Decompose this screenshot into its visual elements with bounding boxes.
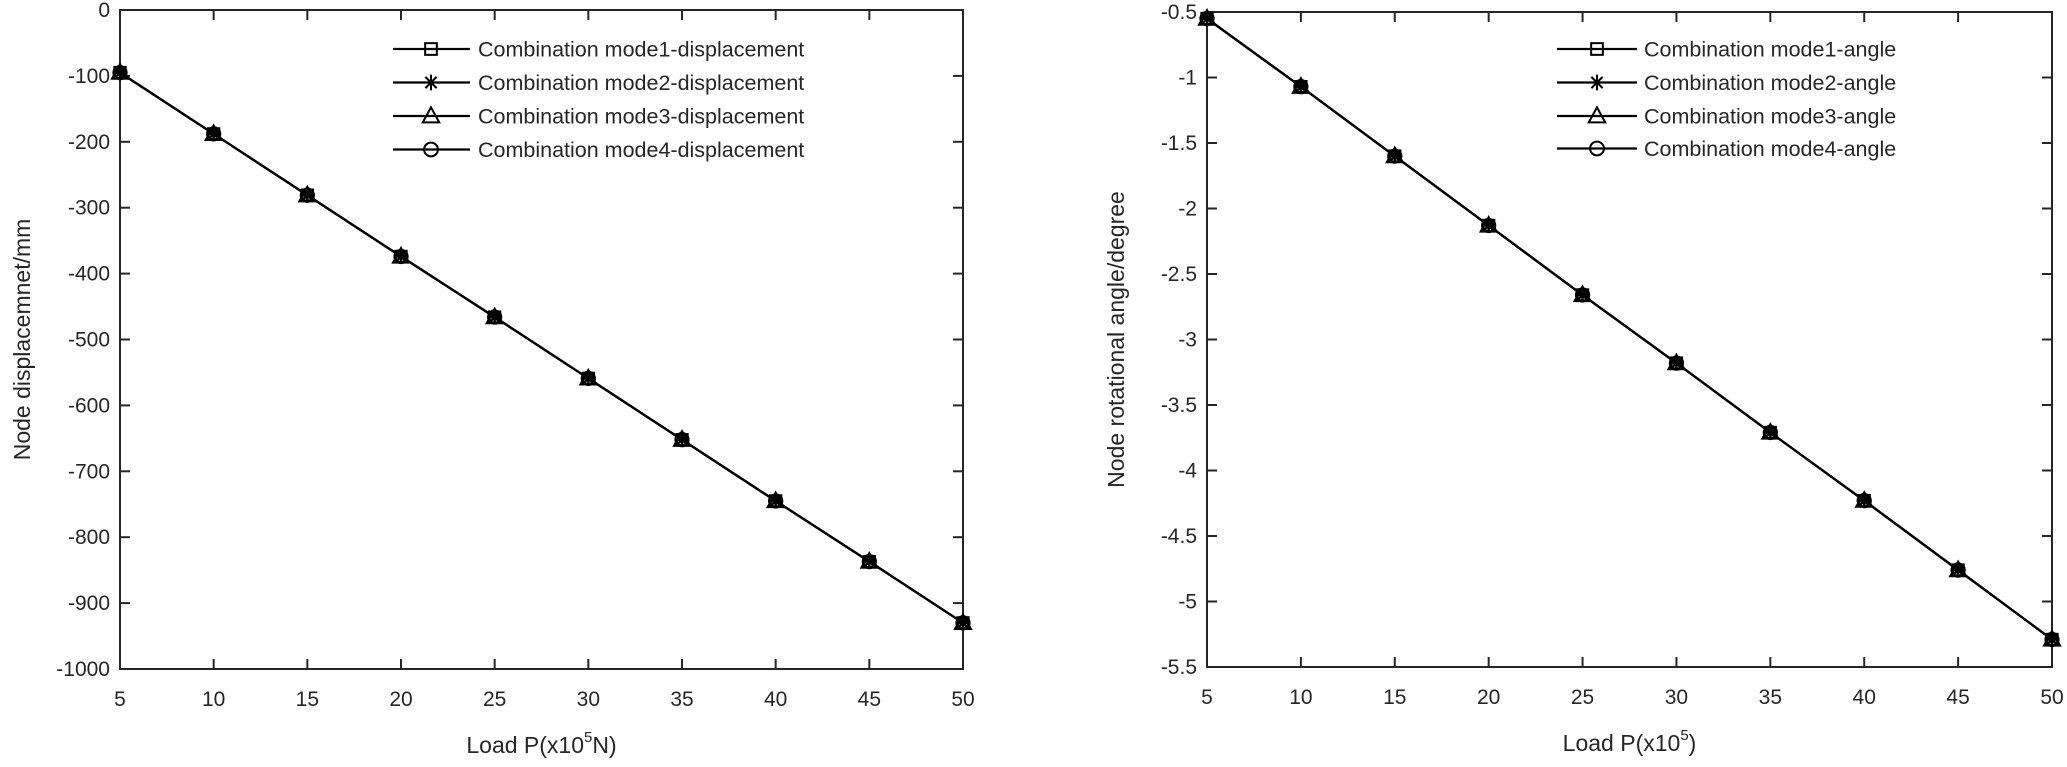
legend-label: Combination mode3-displacement [478,105,804,129]
marker-circle-datapoint [1574,287,1591,303]
marker-circle-datapoint [1481,217,1497,234]
x-tick-label: 30 [577,688,600,711]
legend-entry: Combination mode1-angle [1557,38,1896,62]
y-tick-label: -400 [68,263,110,286]
x-tick-label: 5 [114,688,126,711]
y-tick-label: -4 [1178,460,1197,483]
marker-circle-datapoint [112,64,128,81]
marker-asterisk-legend [1590,76,1604,89]
marker-circle-datapoint [393,248,409,265]
marker-circle-datapoint [1387,148,1403,164]
legend-label: Combination mode4-displacement [478,138,804,162]
y-tick-label: -2 [1178,198,1197,221]
y-tick-label: -600 [68,394,110,417]
marker-circle-datapoint [299,187,315,203]
legend-label: Combination mode3-angle [1644,105,1896,129]
x-tick-label: 35 [1759,686,1782,709]
marker-circle-datapoint [955,615,971,631]
marker-asterisk-legend [424,76,438,89]
marker-circle-legend [1589,140,1605,157]
y-tick-label: -500 [68,329,110,352]
x-tick-label: 15 [1383,686,1406,709]
x-tick-label: 35 [670,688,693,711]
marker-circle-datapoint [1950,562,1966,578]
legend-entry: Combination mode1-displacement [393,38,804,62]
marker-circle-datapoint [1668,355,1685,371]
legend-label: Combination mode4-angle [1644,137,1896,161]
legend-label: Combination mode2-angle [1644,71,1896,95]
marker-circle-datapoint [1293,79,1309,95]
x-tick-label: 10 [202,688,225,711]
marker-circle-legend [423,141,439,158]
y-tick-label: -3.5 [1161,394,1197,417]
marker-circle-datapoint [580,370,596,387]
x-tick-label: 40 [1853,686,1876,709]
y-tick-label: -5.5 [1161,656,1197,679]
y-tick-label: -100 [68,65,110,88]
y-tick-label: -800 [68,526,110,549]
x-tick-label: 20 [389,688,412,711]
marker-circle-datapoint [861,553,877,570]
marker-square-legend [1590,42,1604,56]
series-line-4 [119,71,964,624]
x-tick-label: 5 [1201,686,1213,709]
marker-circle-datapoint [768,493,784,509]
legend-label: Combination mode2-displacement [478,71,804,95]
series-line-4 [1206,17,2053,641]
rotational-angle-chart: 5 10 15 20 25 30 35 40 45 50 -0.5 -1 -1.5 -2 -2.5 -3 -3.… [1103,1,2064,756]
marker-circle-datapoint [674,432,690,448]
marker-circle-datapoint [2044,631,2060,648]
y-tick-label: -1 [1178,67,1197,90]
marker-square-legend [424,42,438,56]
marker-circle-datapoint [1762,424,1778,441]
y-tick-label: -4.5 [1161,525,1197,548]
x-axis-label: Load P(x105N) [466,729,616,758]
x-tick-label: 10 [1289,686,1312,709]
x-tick-label: 45 [858,688,881,711]
legend-entry: Combination mode2-angle [1557,71,1896,95]
displacement-chart: 5 10 15 20 25 30 35 40 45 50 0 -100 -200 -300 -400 -500… [9,0,975,758]
y-axis-label: Node displacemnet/mm [9,219,35,461]
legend-entry: Combination mode4-angle [1557,137,1896,161]
x-tick-label: 25 [1571,686,1594,709]
y-tick-label: -1000 [56,658,110,681]
y-tick-label: -900 [68,592,110,615]
marker-triangle-legend [1587,105,1607,124]
x-tick-label: 25 [483,688,506,711]
x-tick-label: 40 [764,688,787,711]
x-tick-label: 20 [1477,686,1500,709]
legend-entry: Combination mode3-displacement [393,105,804,129]
y-axis-label: Node rotational angle/degree [1103,191,1129,488]
legend-label: Combination mode1-displacement [478,38,804,62]
legend-entry: Combination mode4-displacement [393,138,804,162]
y-tick-label: -5 [1178,591,1197,614]
y-tick-label: -300 [68,197,110,220]
x-tick-label: 45 [1946,686,1969,709]
x-axis-label: Load P(x105) [1563,727,1697,756]
legend-entry: Combination mode2-displacement [393,71,804,95]
y-tick-label: -200 [68,131,110,154]
y-tick-label: -2.5 [1161,263,1197,286]
y-tick-label: -3 [1178,329,1197,352]
x-tick-label: 15 [296,688,319,711]
y-tick-label: -0.5 [1161,1,1197,24]
marker-circle-datapoint [1856,492,1872,509]
legend-label: Combination mode1-angle [1644,38,1896,62]
x-tick-label: 50 [2040,686,2063,709]
marker-triangle-legend [421,105,441,124]
x-tick-label: 50 [951,688,974,711]
marker-circle-datapoint [487,309,503,325]
y-tick-label: 0 [98,0,110,22]
marker-circle-datapoint [206,126,222,142]
y-tick-label: -1.5 [1161,132,1197,155]
x-tick-label: 30 [1665,686,1688,709]
y-tick-label: -700 [68,460,110,483]
marker-circle-datapoint [1199,10,1215,27]
legend-entry: Combination mode3-angle [1557,105,1896,129]
